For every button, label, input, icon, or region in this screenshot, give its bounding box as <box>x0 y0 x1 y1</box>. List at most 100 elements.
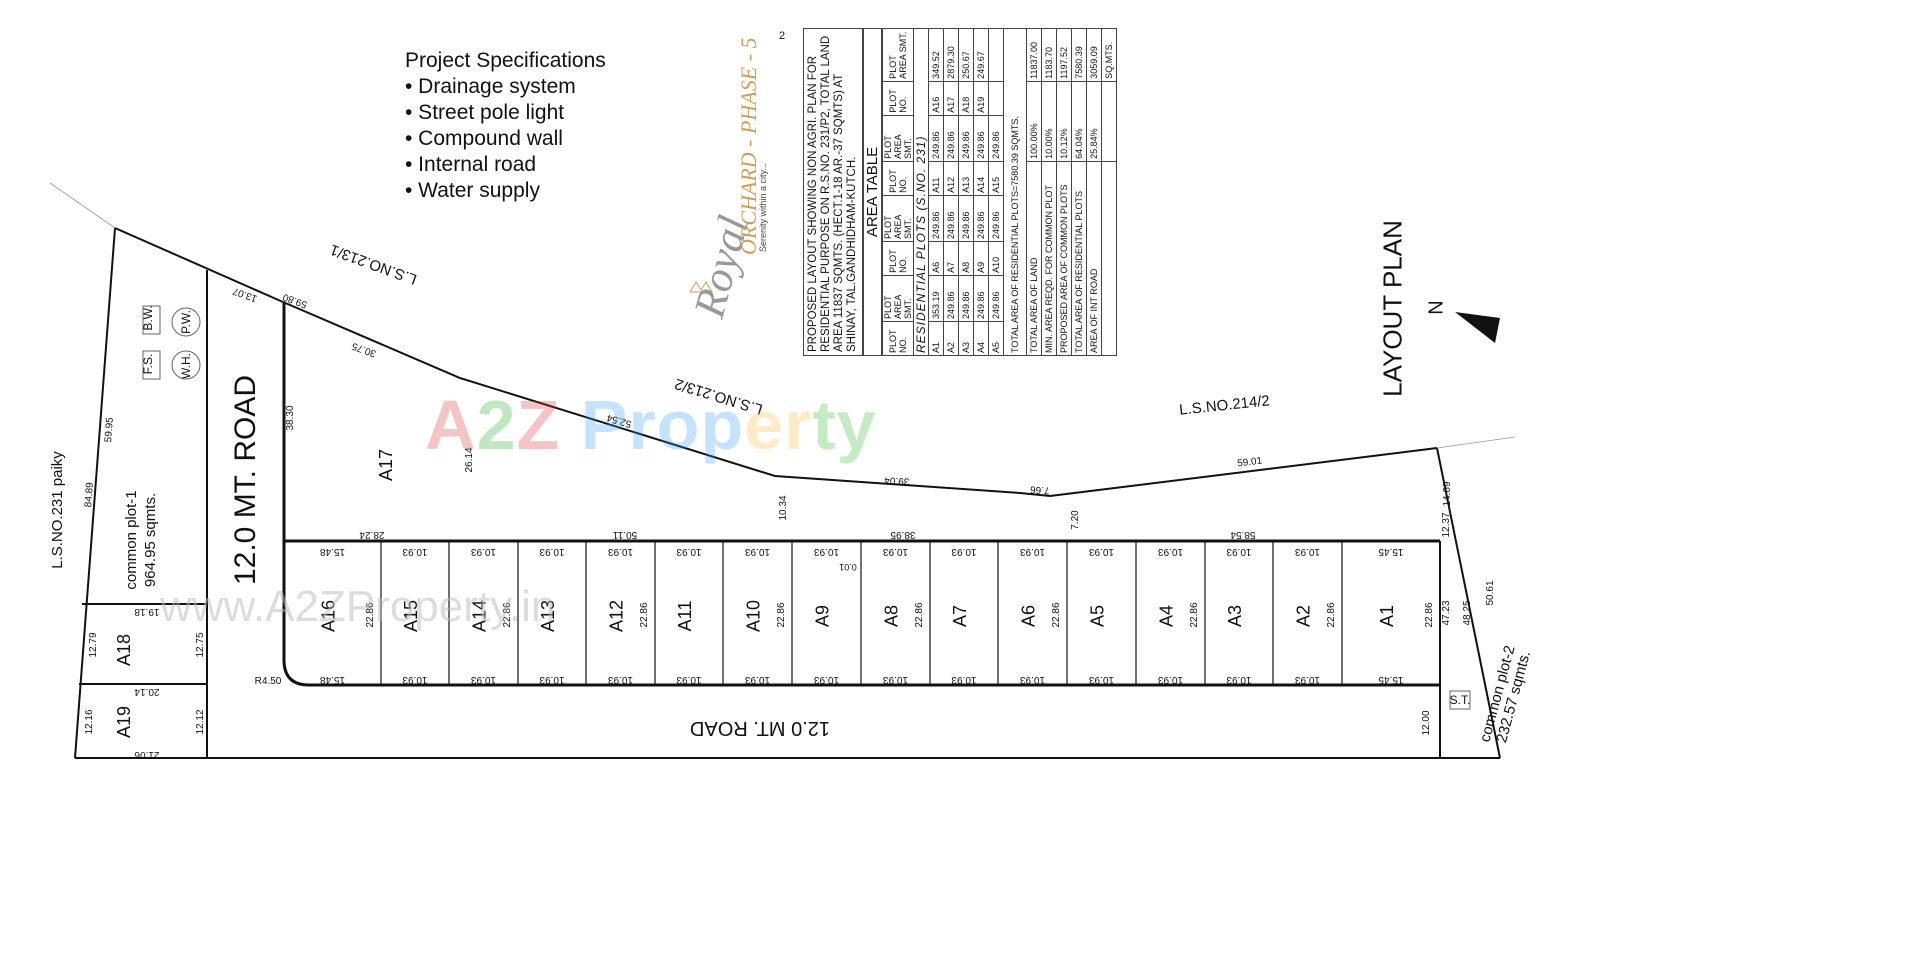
spec-item: • Water supply <box>405 179 540 202</box>
summary-row: TOTAL AREA OF LAND 100.00% 11837.00 <box>1026 28 1042 356</box>
facility-circle <box>171 307 201 337</box>
bw-label: B.W. <box>141 305 155 330</box>
dimension-label: 10.93 <box>608 546 633 557</box>
summary-label: TOTAL AREA OF RESIDENTIAL PLOTS <box>1071 161 1087 356</box>
dimension-label: 10.93 <box>1089 546 1114 557</box>
facility-box <box>142 350 161 380</box>
spec-item: • Drainage system <box>405 75 576 98</box>
table-cell: 249.86 <box>958 115 974 162</box>
summary-percent: 10.00% <box>1041 81 1057 162</box>
plot-label: A7 <box>950 605 970 627</box>
col-plot-area: PLOT AREA SMT. <box>882 275 914 322</box>
watermark-url: www.A2ZProperty.in <box>160 582 556 631</box>
plot-label: A18 <box>114 634 134 666</box>
table-cell: A17 <box>943 81 959 116</box>
dimension-label: 15.48 <box>320 546 345 557</box>
dimension-label: R4.50 <box>255 676 282 687</box>
dimension-label: 58.54 <box>1230 529 1255 540</box>
table-cell: A18 <box>958 81 974 116</box>
table-title: AREA TABLE <box>863 28 882 356</box>
summary-row: AREA OF INT ROAD 25.84% 3059.09 <box>1086 28 1102 356</box>
page-number: 2 <box>779 30 786 42</box>
specs-title: Project Specifications <box>405 49 606 72</box>
plot-label: A15 <box>401 600 421 632</box>
dimension-label: 22.86 <box>502 602 513 627</box>
dimension-label: 21.06 <box>134 749 159 760</box>
dimension-label: 10.93 <box>745 546 770 557</box>
dimension-label: 10.93 <box>883 546 908 557</box>
spec-item: • Internal road <box>405 153 537 176</box>
plot-label: A11 <box>675 601 695 632</box>
col-plot-no: PLOT NO. <box>882 321 914 356</box>
dimension-label: 10.93 <box>1226 546 1251 557</box>
facility-circle <box>171 350 201 380</box>
summary-label: AREA OF INT ROAD <box>1086 161 1102 356</box>
dimension-label: 12.12 <box>195 709 206 734</box>
dimension-label: 10.93 <box>814 674 839 685</box>
summary-percent: 25.84% <box>1086 81 1102 162</box>
plot-label: A10 <box>744 600 764 632</box>
dimension-label: 10.93 <box>471 546 496 557</box>
table-row: A1 353.19 A6 249.86 A11 249.86 A16 349.52 <box>928 28 944 356</box>
summary-label <box>1101 161 1117 356</box>
table-cell: A16 <box>928 81 944 116</box>
dimension-label: 7.66 <box>1029 483 1049 495</box>
spec-item: • Compound wall <box>405 127 563 150</box>
plot-label: A9 <box>813 605 833 627</box>
layout-plan-title: LAYOUT PLAN <box>1377 220 1408 397</box>
dimension-label: 10.93 <box>402 546 427 557</box>
table-cell: A8 <box>958 241 974 276</box>
plot-label: A13 <box>538 600 558 632</box>
dimension-label: 30.75 <box>350 340 378 359</box>
table-cell: A2 <box>943 321 959 356</box>
table-cell: 249.86 <box>958 275 974 322</box>
dimension-label: 10.93 <box>1089 674 1114 685</box>
table-cell: 249.86 <box>973 115 989 162</box>
table-cell: A14 <box>973 161 989 196</box>
dimension-label: 12.37 <box>1441 512 1452 537</box>
table-cell: 249.86 <box>928 195 944 242</box>
dimension-label: 10.93 <box>1295 546 1320 557</box>
dimension-label: 0.01 <box>839 562 857 572</box>
summary-value: 7580.39 <box>1071 28 1087 82</box>
dimension-label: 59.95 <box>103 417 116 443</box>
dimension-label: 12.16 <box>84 709 95 734</box>
plot-label: A1 <box>1377 605 1397 627</box>
dimension-label: 10.93 <box>1226 674 1251 685</box>
summary-row: SQ.MTS. <box>1101 28 1117 356</box>
dimension-label: 22.86 <box>1326 602 1337 627</box>
table-cell: A5 <box>988 321 1004 356</box>
table-cell: 249.86 <box>943 115 959 162</box>
pw-label: P.W. <box>179 310 193 334</box>
total-residential: TOTAL AREA OF RESIDENTIAL PLOTS=7580.39 … <box>1003 28 1027 356</box>
table-description: PROPOSED LAYOUT SHOWING NON AGRI. PLAN F… <box>803 28 863 356</box>
dimension-label: 39.04 <box>884 474 910 486</box>
plot-label: A2 <box>1294 605 1314 627</box>
table-cell: 353.19 <box>928 275 944 322</box>
summary-percent: 10.12% <box>1056 81 1072 162</box>
dimension-label: 20.14 <box>134 686 159 697</box>
dimension-label: 38.30 <box>285 405 296 430</box>
spec-item: • Street pole light <box>405 101 565 124</box>
dimension-label: 22.86 <box>1051 602 1062 627</box>
crown-icon <box>690 281 713 293</box>
plot-label: A17 <box>376 449 396 481</box>
dimension-label: 22.86 <box>776 602 787 627</box>
plot-label: A3 <box>1225 605 1245 627</box>
table-cell: A13 <box>958 161 974 196</box>
table-cell: A7 <box>943 241 959 276</box>
summary-label: TOTAL AREA OF LAND <box>1026 161 1042 356</box>
table-subtitle: RESIDENTIAL PLOTS (S.NO. 231) <box>913 28 929 356</box>
summary-row: MIN. AREA REQD. FOR COMMON PLOT 10.00% 118… <box>1041 28 1057 356</box>
table-cell: A1 <box>928 321 944 356</box>
table-cell: 249.86 <box>958 195 974 242</box>
dimension-label: 10.93 <box>676 674 701 685</box>
col-plot-no: PLOT NO. <box>882 161 914 196</box>
north-arrow-icon <box>1455 312 1500 343</box>
table-cell: A10 <box>988 241 1004 276</box>
plot-label: A6 <box>1019 605 1039 627</box>
dimension-label: 47.23 <box>1441 600 1452 625</box>
wh-label: W.H. <box>179 353 193 379</box>
dimension-label: 10.93 <box>951 674 976 685</box>
dimension-label: 10.93 <box>745 674 770 685</box>
